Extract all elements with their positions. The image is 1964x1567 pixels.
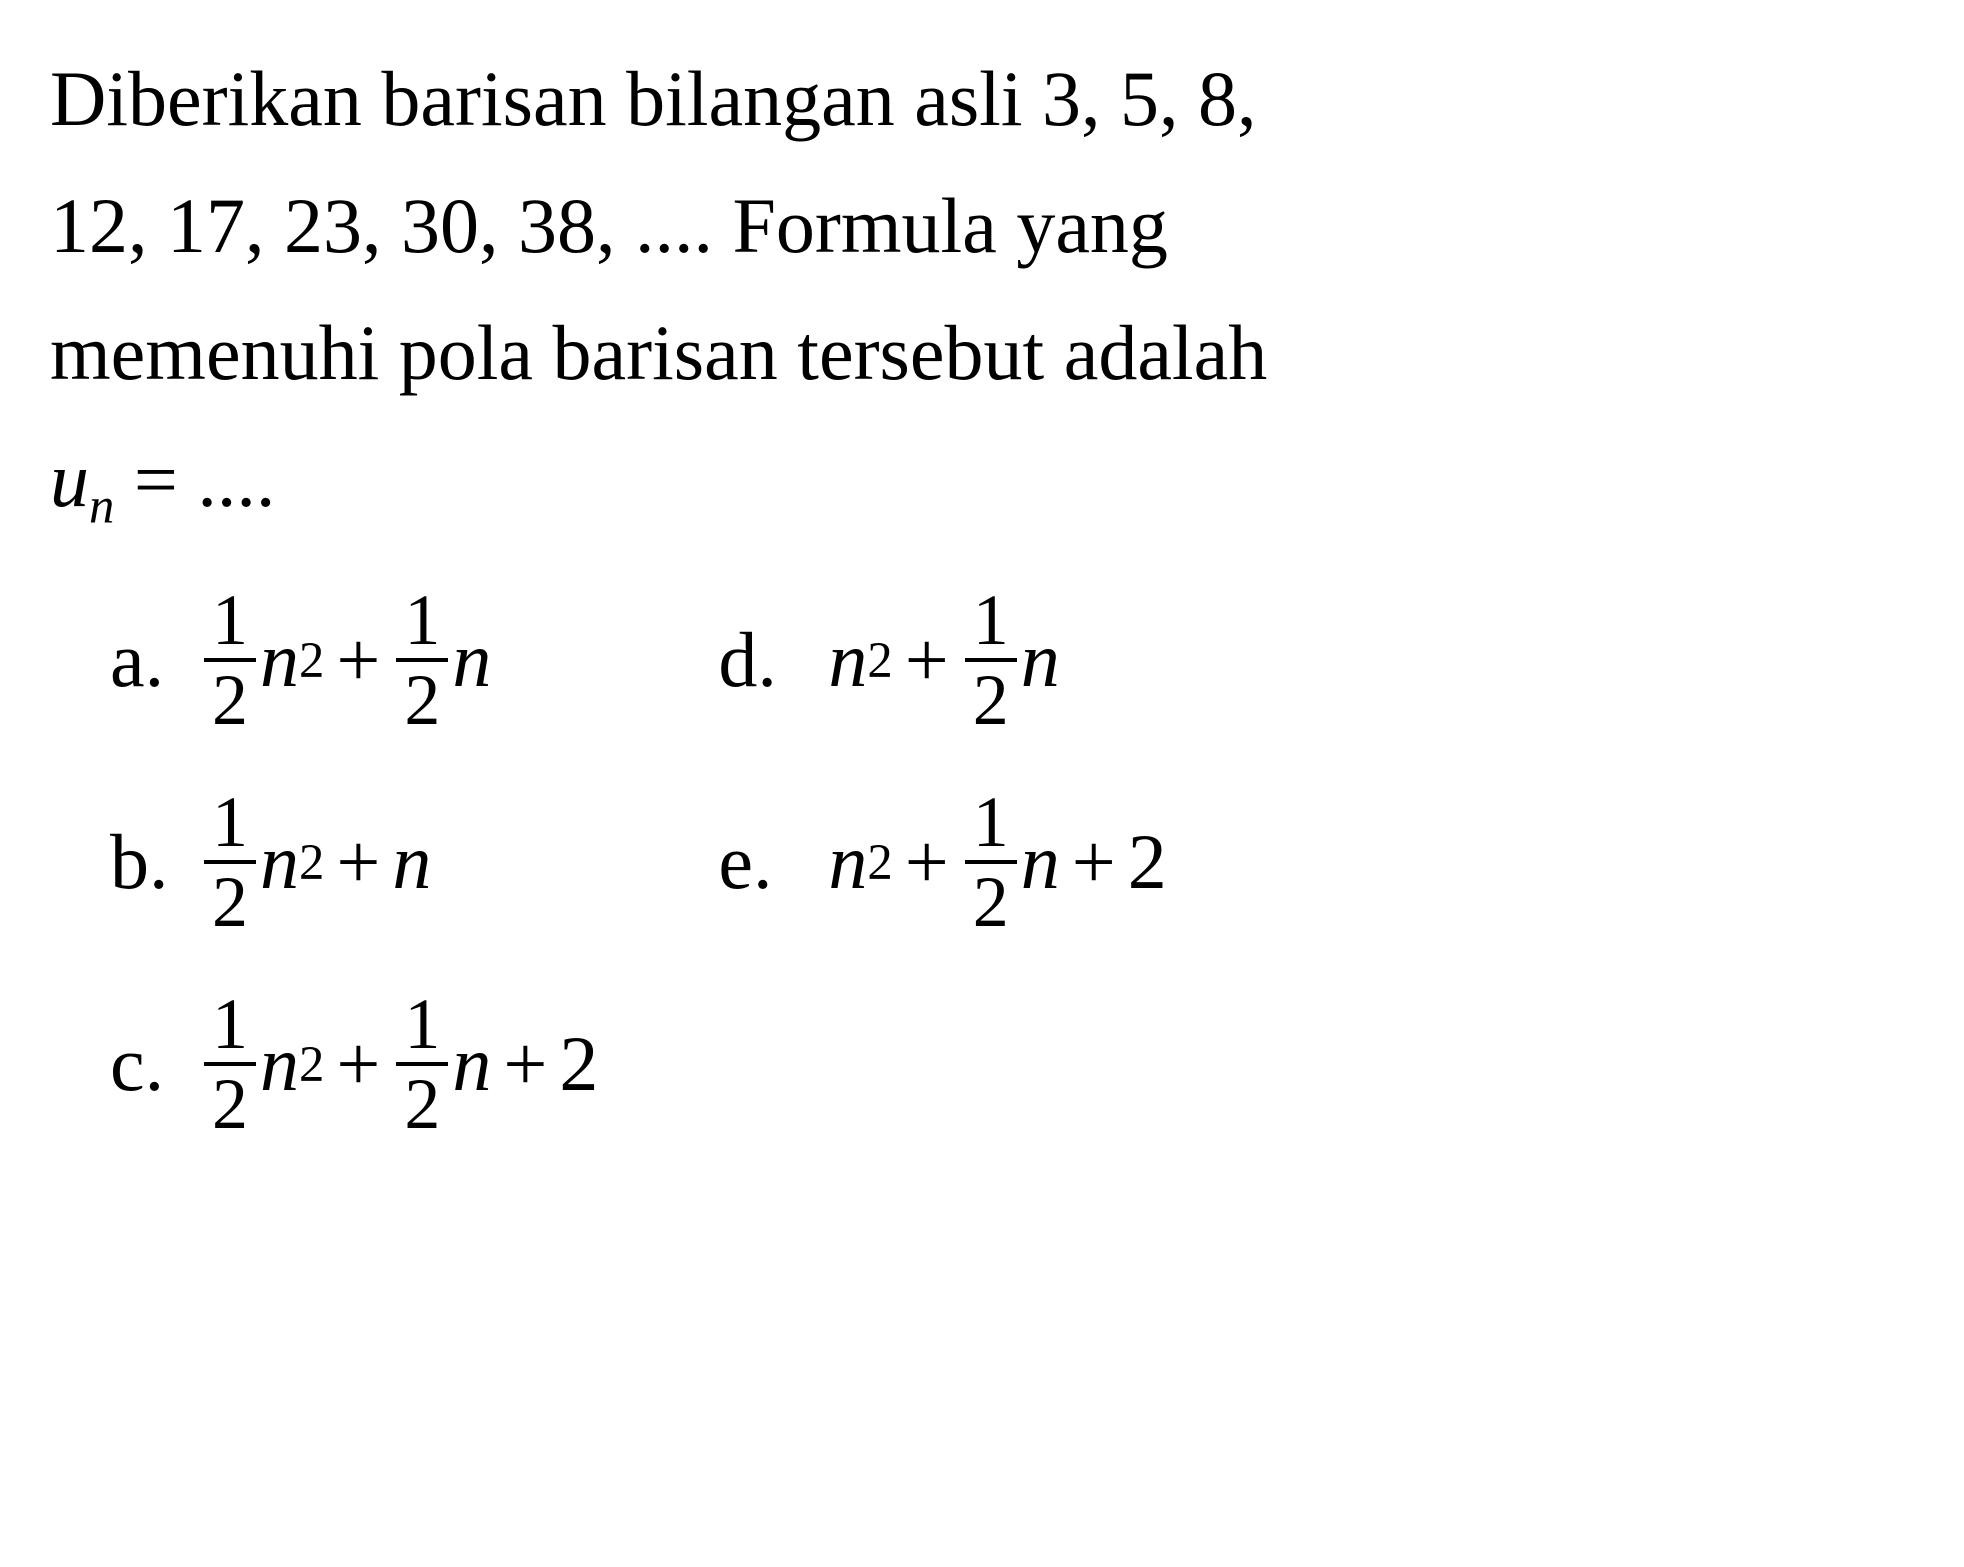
option-a-label: a. — [110, 615, 180, 705]
formula-variable: u — [50, 436, 89, 523]
fraction-half-1: 1 2 — [204, 584, 256, 736]
fraction-half-3: 1 2 — [204, 786, 256, 938]
option-d: d. n2 + 1 2 n — [718, 584, 1166, 736]
option-e: e. n2 + 1 2 n + 2 — [718, 786, 1166, 938]
formula-equals: = .... — [114, 436, 275, 523]
option-b-label: b. — [110, 817, 180, 907]
fraction-half-5: 1 2 — [396, 988, 448, 1140]
option-e-expression: n2 + 1 2 n + 2 — [828, 786, 1166, 938]
options-container: a. 1 2 n2 + 1 2 n b. 1 2 — [50, 584, 1914, 1140]
option-a-expression: 1 2 n2 + 1 2 n — [200, 584, 491, 736]
option-c-label: c. — [110, 1019, 180, 1109]
option-e-label: e. — [718, 817, 798, 907]
question-line-2: 12, 17, 23, 30, 38, .... Formula yang — [50, 167, 1914, 284]
option-b: b. 1 2 n2 + n — [110, 786, 598, 938]
options-column-right: d. n2 + 1 2 n e. n2 + 1 2 n + — [718, 584, 1166, 1140]
fraction-half-4: 1 2 — [204, 988, 256, 1140]
formula-subscript: n — [89, 478, 114, 534]
options-column-left: a. 1 2 n2 + 1 2 n b. 1 2 — [110, 584, 598, 1140]
option-a: a. 1 2 n2 + 1 2 n — [110, 584, 598, 736]
option-d-label: d. — [718, 615, 798, 705]
fraction-half-7: 1 2 — [965, 786, 1017, 938]
fraction-half-2: 1 2 — [396, 584, 448, 736]
option-c: c. 1 2 n2 + 1 2 n + 2 — [110, 988, 598, 1140]
option-b-expression: 1 2 n2 + n — [200, 786, 431, 938]
question-block: Diberikan barisan bilangan asli 3, 5, 8,… — [50, 40, 1914, 544]
fraction-half-6: 1 2 — [965, 584, 1017, 736]
question-line-3: memenuhi pola barisan tersebut adalah — [50, 294, 1914, 411]
option-c-expression: 1 2 n2 + 1 2 n + 2 — [200, 988, 598, 1140]
formula-prompt: un = .... — [50, 421, 1914, 544]
option-d-expression: n2 + 1 2 n — [828, 584, 1059, 736]
question-line-1: Diberikan barisan bilangan asli 3, 5, 8, — [50, 40, 1914, 157]
